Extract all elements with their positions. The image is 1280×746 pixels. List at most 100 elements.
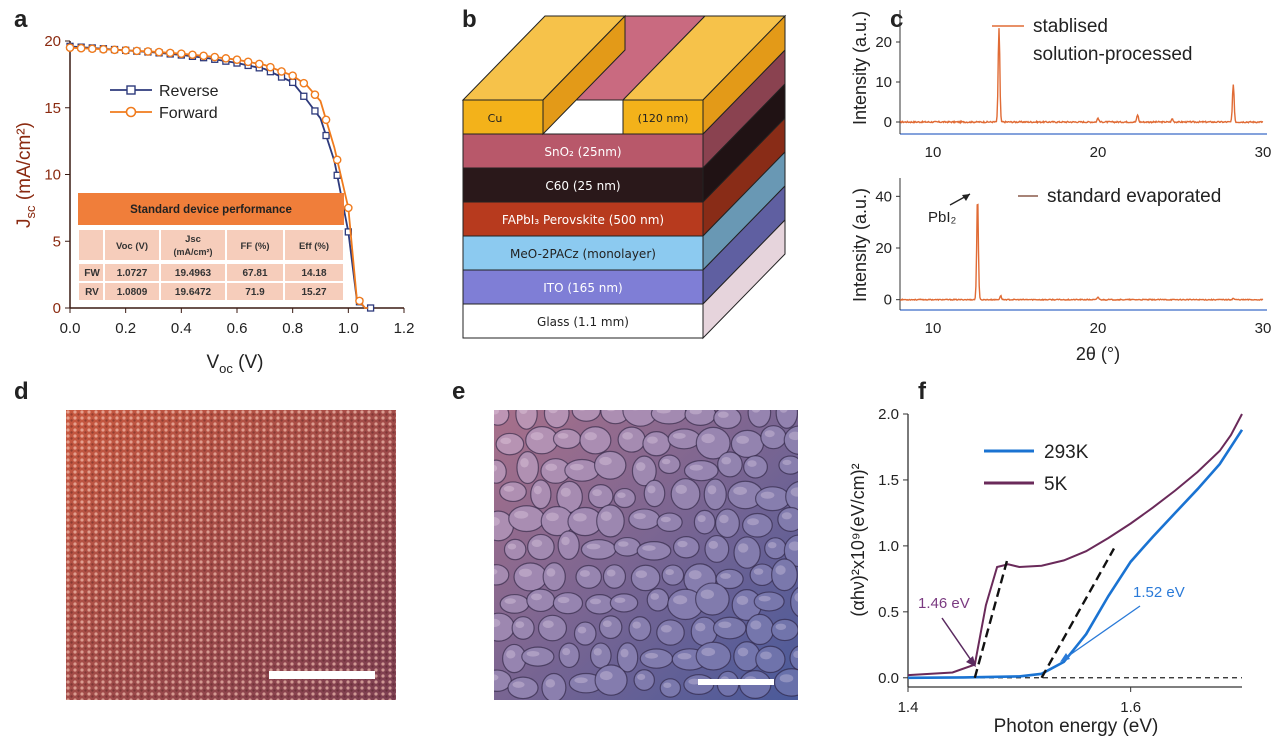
table-cell-value: 1.0727 — [117, 268, 148, 279]
x-tick-label: 10 — [925, 144, 942, 161]
grain-highlight — [790, 487, 798, 497]
table-cell-value: 15.27 — [301, 287, 326, 298]
y-axis-label-bottom: Intensity (a.u.) — [850, 188, 870, 302]
svg-text:1.52 eV: 1.52 eV — [1133, 584, 1185, 601]
panel-label-a: a — [14, 6, 28, 33]
grain-highlight — [661, 458, 671, 465]
grain — [659, 678, 682, 698]
x-axis-label: Photon energy (eV) — [994, 716, 1159, 737]
table-cell — [105, 283, 159, 300]
data-point-forward — [299, 78, 309, 88]
table-cell-value: 67.81 — [242, 268, 267, 279]
grain — [628, 616, 652, 642]
legend-label: 293K — [1044, 442, 1089, 463]
grain — [494, 459, 507, 484]
grain — [715, 508, 740, 539]
grain-highlight — [751, 410, 761, 413]
y-tick-label: 0.5 — [878, 604, 899, 621]
grain — [642, 431, 671, 457]
grain — [753, 591, 785, 612]
table-title: Standard device performance — [130, 204, 292, 216]
grain-highlight — [494, 517, 500, 526]
grain-highlight — [793, 650, 798, 659]
panel-label-d: d — [14, 378, 29, 405]
grain — [537, 614, 568, 642]
data-point-forward — [188, 50, 197, 60]
grain — [617, 426, 646, 453]
grain-highlight — [646, 436, 658, 444]
grain-highlight — [701, 647, 716, 657]
x-tick-label: 1.4 — [898, 699, 919, 716]
grain — [589, 642, 612, 669]
table-cell-value: RV — [85, 287, 99, 298]
layer-label-c60: C60 (25 nm) — [545, 179, 620, 193]
grain — [790, 586, 798, 617]
grain-highlight — [586, 543, 601, 550]
data-point-forward — [143, 47, 153, 56]
afm-image — [66, 410, 396, 700]
grain — [515, 410, 538, 430]
xrd-line — [899, 28, 1264, 125]
grain-highlight — [737, 543, 749, 553]
data-point-reverse — [322, 131, 330, 140]
table-cell — [161, 264, 225, 281]
grain — [503, 538, 527, 561]
data-point-reverse — [366, 304, 375, 312]
layer-sno2 — [462, 133, 704, 169]
tangent-293k — [1040, 547, 1116, 679]
grain — [516, 450, 540, 485]
table-header: Eff (%) — [299, 241, 329, 252]
grain-highlight — [733, 486, 748, 495]
grain-highlight — [701, 433, 715, 444]
grain-highlight — [753, 568, 764, 575]
grain — [596, 504, 625, 538]
y-axis-label: (αhν)²x10⁹(eV/cm)² — [848, 463, 868, 616]
table-cell-value: 19.4963 — [175, 268, 212, 279]
grain — [541, 672, 567, 700]
grain-highlight — [530, 432, 544, 441]
grain-highlight — [573, 513, 587, 522]
data-point-reverse — [300, 92, 308, 100]
grain-highlight — [788, 431, 798, 441]
grain — [778, 455, 798, 475]
table-cell — [285, 230, 343, 260]
grain — [527, 533, 555, 561]
grain — [670, 478, 701, 510]
grain-highlight — [707, 485, 717, 495]
y-tick-label: 1.5 — [878, 472, 899, 489]
grain-highlight — [557, 596, 570, 604]
grain-highlight — [647, 485, 656, 494]
grain-highlight — [494, 618, 501, 628]
grain-highlight — [542, 620, 554, 629]
grain — [494, 410, 510, 426]
scale-bar — [698, 679, 774, 685]
grain-highlight — [758, 595, 771, 602]
grain-highlight — [697, 515, 706, 523]
jv-curve-chart: 0.0 0.2 0.4 0.6 0.8 1.0 1.2 0 5 10 15 20 Reverse For… — [14, 33, 414, 376]
grain-highlight — [635, 570, 648, 578]
grain-highlight — [494, 410, 500, 415]
grain-highlight — [677, 540, 688, 548]
grain-highlight — [688, 678, 701, 685]
grain-highlight — [518, 568, 532, 577]
data-point-forward — [199, 51, 208, 61]
grain-highlight — [747, 518, 759, 526]
table-header: FF (%) — [240, 241, 269, 252]
grain — [693, 509, 716, 535]
grain — [609, 593, 639, 613]
grain — [742, 512, 773, 538]
table-header: (mA/cm²) — [173, 247, 212, 257]
grain-highlight — [620, 648, 629, 658]
grain — [558, 642, 580, 669]
grain — [630, 564, 661, 592]
grain-highlight — [689, 464, 703, 471]
data-point-reverse — [289, 78, 297, 87]
table-cell — [79, 230, 103, 260]
grain-highlight — [656, 410, 671, 414]
panel-label-e: e — [452, 378, 466, 405]
grain-highlight — [775, 565, 786, 575]
y-tick-label: 20 — [44, 33, 61, 50]
grain — [785, 481, 798, 513]
grain-highlight — [574, 677, 588, 684]
table-title-bar — [78, 193, 344, 225]
